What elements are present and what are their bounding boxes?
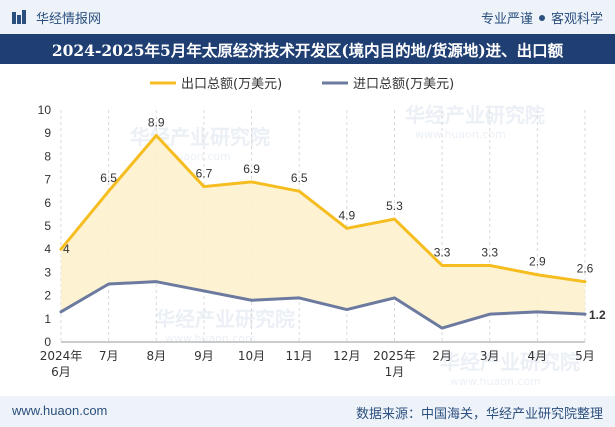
y-tick-label-6: 6 [44, 196, 51, 210]
x-tick-label-8: 2月 [432, 349, 452, 363]
y-tick-label-3: 3 [44, 265, 51, 279]
y-tick-label-10: 10 [38, 103, 52, 117]
x-tick-label-6: 12月 [333, 349, 360, 363]
watermark-url-2: www.huaon.com [165, 332, 256, 345]
legend-label-1: 进口总额(万美元) [353, 77, 454, 92]
y-tick-label-9: 9 [44, 126, 51, 140]
bar-chart-logo-icon [12, 10, 26, 24]
data-labels: 4 6.5 8.9 6.7 6.9 6.5 4.9 5.3 3.3 3.3 2.9 2.6 1.2 [63, 116, 606, 323]
x-tick-label-1: 7月 [99, 349, 119, 363]
series-line-1 [59, 280, 587, 330]
export-data-label-1: 6.5 [100, 171, 117, 185]
x-tick-label-7-month: 1月 [385, 365, 405, 379]
x-tick-label-11: 5月 [575, 349, 595, 363]
y-tick-label-5: 5 [44, 219, 51, 233]
x-tick-label-4: 10月 [238, 349, 265, 363]
x-tick-label-9: 3月 [480, 349, 500, 363]
brand-name: 华经情报网 [36, 11, 102, 26]
legend-label-0: 出口总额(万美元) [181, 77, 282, 92]
export-data-label-0: 4 [63, 242, 70, 256]
import-data-label-11: 1.2 [589, 308, 606, 322]
export-data-label-2: 8.9 [148, 116, 165, 130]
export-data-label-6: 4.9 [338, 208, 355, 222]
watermark-url-3: www.huaon.com [450, 375, 541, 388]
x-tick-label-0-year: 2024年 [40, 349, 83, 363]
watermark-text-2: 华经产业研究院 [155, 307, 295, 331]
tagline-objective: 客观科学 [550, 11, 603, 26]
top-bar: 华经情报网 专业严谨 客观科学 [0, 0, 615, 34]
footer-site-url: www.huaon.com [12, 403, 108, 418]
export-data-label-11: 2.6 [577, 262, 594, 276]
chart-title: 2024-2025年5月年太原经济技术开发区(境内目的地/货源地)进、出口额 [51, 41, 564, 60]
x-tick-label-2: 8月 [146, 349, 166, 363]
y-tick-label-2: 2 [44, 289, 51, 303]
chart: 华经产业研究院www.huaon.com华经产业研究院www.huaon.com… [38, 77, 606, 388]
series-lines [59, 134, 587, 330]
y-tick-label-1: 1 [44, 312, 51, 326]
band-fill-area [61, 135, 585, 329]
y-tick-label-4: 4 [44, 242, 51, 256]
export-data-label-4: 6.9 [243, 162, 260, 176]
legend: 出口总额(万美元) 进口总额(万美元) [150, 77, 454, 92]
footer: www.huaon.com 数据来源：中国海关，华经产业研究院整理 [0, 396, 615, 427]
x-tick-label-5: 11月 [286, 349, 313, 363]
export-data-label-3: 6.7 [196, 167, 213, 181]
watermark-text-3: 华经产业研究院 [440, 350, 580, 374]
series-line-0 [59, 134, 587, 284]
title-bar: 2024-2025年5月年太原经济技术开发区(境内目的地/货源地)进、出口额 [0, 34, 615, 64]
y-tick-label-0: 0 [44, 335, 51, 349]
export-data-label-8: 3.3 [434, 245, 451, 259]
export-data-label-7: 5.3 [386, 199, 403, 213]
footer-data-source: 数据来源：中国海关，华经产业研究院整理 [355, 406, 603, 421]
y-tick-label-7: 7 [44, 173, 51, 187]
x-tick-label-0-month: 6月 [51, 365, 71, 379]
x-tick-label-3: 9月 [194, 349, 214, 363]
tagline-professional: 专业严谨 [480, 11, 533, 26]
tagline: 专业严谨 客观科学 [481, 8, 603, 27]
watermark-text-1: 华经产业研究院 [405, 103, 545, 127]
export-data-label-9: 3.3 [481, 245, 498, 259]
export-data-label-5: 6.5 [291, 171, 308, 185]
separator-dot-icon [538, 15, 545, 21]
x-tick-label-7-year: 2025年 [373, 349, 416, 363]
x-tick-label-10: 4月 [528, 349, 548, 363]
export-data-label-10: 2.9 [529, 255, 546, 269]
watermark-url-1: www.huaon.com [415, 128, 506, 141]
y-tick-label-8: 8 [44, 149, 51, 163]
